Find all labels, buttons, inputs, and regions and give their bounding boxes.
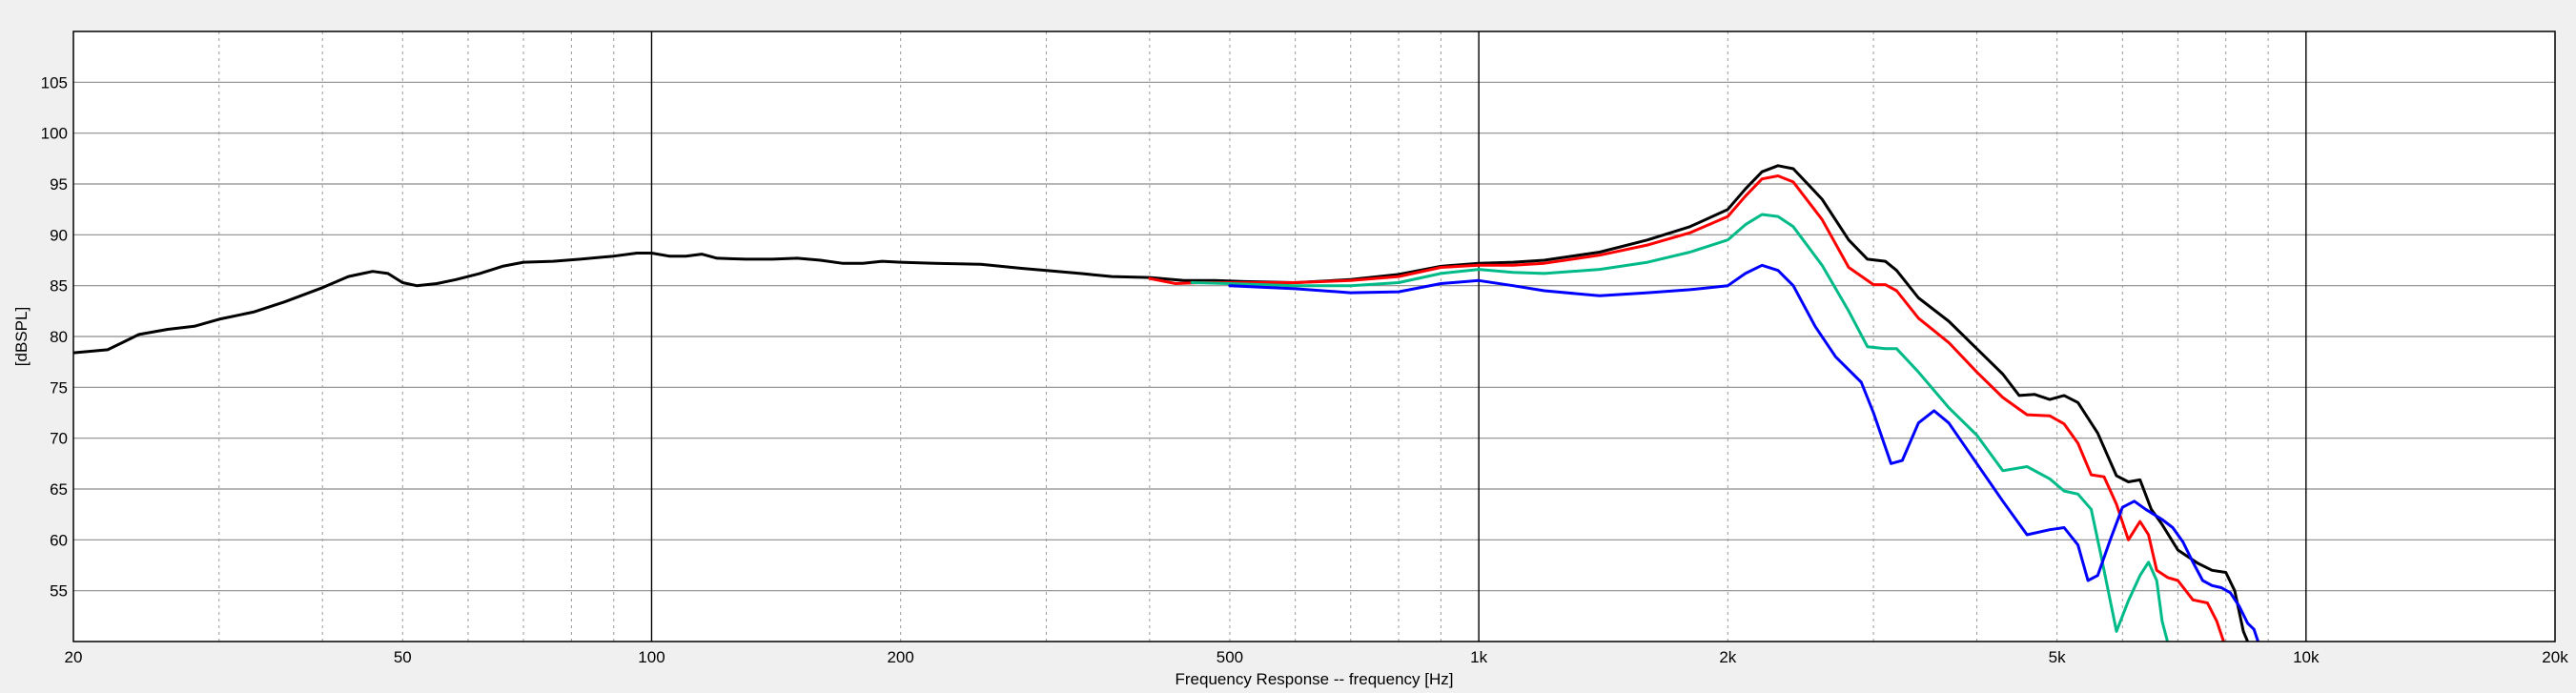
x-tick-label: 20 <box>65 648 83 666</box>
series-line-2 <box>1148 174 2225 642</box>
y-tick-label: 65 <box>50 480 68 499</box>
x-tick-label: 20k <box>2542 648 2568 666</box>
x-tick-label: 5k <box>2049 648 2066 666</box>
series-layer <box>73 164 2259 642</box>
y-tick-label: 60 <box>50 531 68 549</box>
y-tick-label: 100 <box>41 125 68 143</box>
plot-frame <box>72 31 2556 642</box>
tick-labels: 55 60 65 70 75 80 85 90 95 100 105 20 50 100 200 500 1k 2… <box>41 73 2569 666</box>
x-tick-label: 1k <box>1470 648 1487 666</box>
y-axis-title: [dBSPL] <box>12 307 31 366</box>
y-tick-label: 105 <box>41 73 68 92</box>
series-line-3 <box>1190 213 2169 642</box>
y-tick-label: 75 <box>50 378 68 397</box>
y-tick-label: 85 <box>50 277 68 296</box>
y-tick-label: 80 <box>50 328 68 346</box>
x-tick-label: 200 <box>887 648 913 666</box>
series-line-4 <box>1228 263 2259 642</box>
y-tick-label: 95 <box>50 175 68 194</box>
x-tick-label: 100 <box>638 648 664 666</box>
x-axis-title: Frequency Response -- frequency [Hz] <box>1176 670 1454 688</box>
x-tick-label: 10k <box>2293 648 2320 666</box>
y-tick-label: 70 <box>50 430 68 448</box>
series-line-1 <box>73 164 2250 642</box>
y-tick-label: 55 <box>50 582 68 601</box>
x-tick-label: 50 <box>394 648 412 666</box>
y-tick-label: 90 <box>50 226 68 244</box>
x-tick-label: 2k <box>1719 648 1736 666</box>
x-tick-label: 500 <box>1216 648 1243 666</box>
